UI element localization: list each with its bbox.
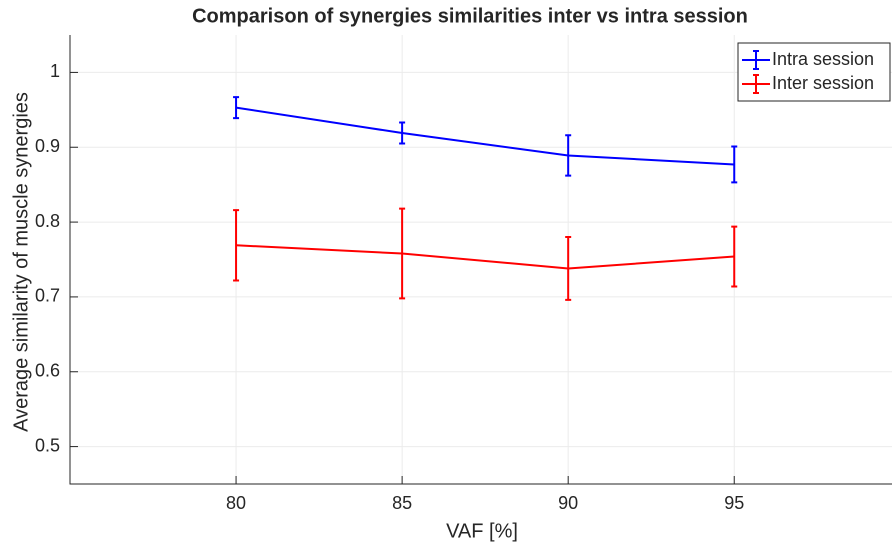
x-axis-label: VAF [%]: [446, 520, 518, 542]
legend-label: Inter session: [772, 73, 874, 93]
legend-symbol: [742, 74, 770, 94]
legend-box: [737, 42, 891, 102]
plot-area: [70, 35, 892, 484]
error-bar: [565, 134, 572, 177]
y-axis-label: Average similarity of muscle synergies: [10, 92, 32, 432]
y-tick-label: 0.5: [35, 435, 60, 455]
error-bar: [565, 236, 572, 301]
error-bar: [731, 225, 738, 288]
y-tick-label: 0.6: [35, 361, 60, 381]
series-line: [235, 106, 735, 166]
y-tick-label: 0.7: [35, 286, 60, 306]
legend: Intra session Inter session: [737, 42, 891, 102]
chart-title: Comparison of synergies similarities int…: [192, 5, 748, 27]
error-bar: [731, 145, 738, 184]
error-bar: [233, 209, 240, 282]
x-tick-label: 95: [724, 493, 744, 513]
x-tick-label: 90: [558, 493, 578, 513]
error-bar: [399, 121, 406, 145]
y-tick-label: 0.9: [35, 136, 60, 156]
y-tick-label: 0.8: [35, 211, 60, 231]
x-tick-label: 80: [226, 493, 246, 513]
error-bar: [399, 207, 406, 300]
series-line: [236, 244, 735, 270]
legend-label: Intra session: [772, 49, 874, 69]
y-tick-label: 1: [50, 61, 60, 81]
axes-box: [69, 35, 892, 485]
x-tick-label: 85: [392, 493, 412, 513]
legend-symbol: [742, 50, 770, 70]
error-bar: [233, 96, 240, 120]
